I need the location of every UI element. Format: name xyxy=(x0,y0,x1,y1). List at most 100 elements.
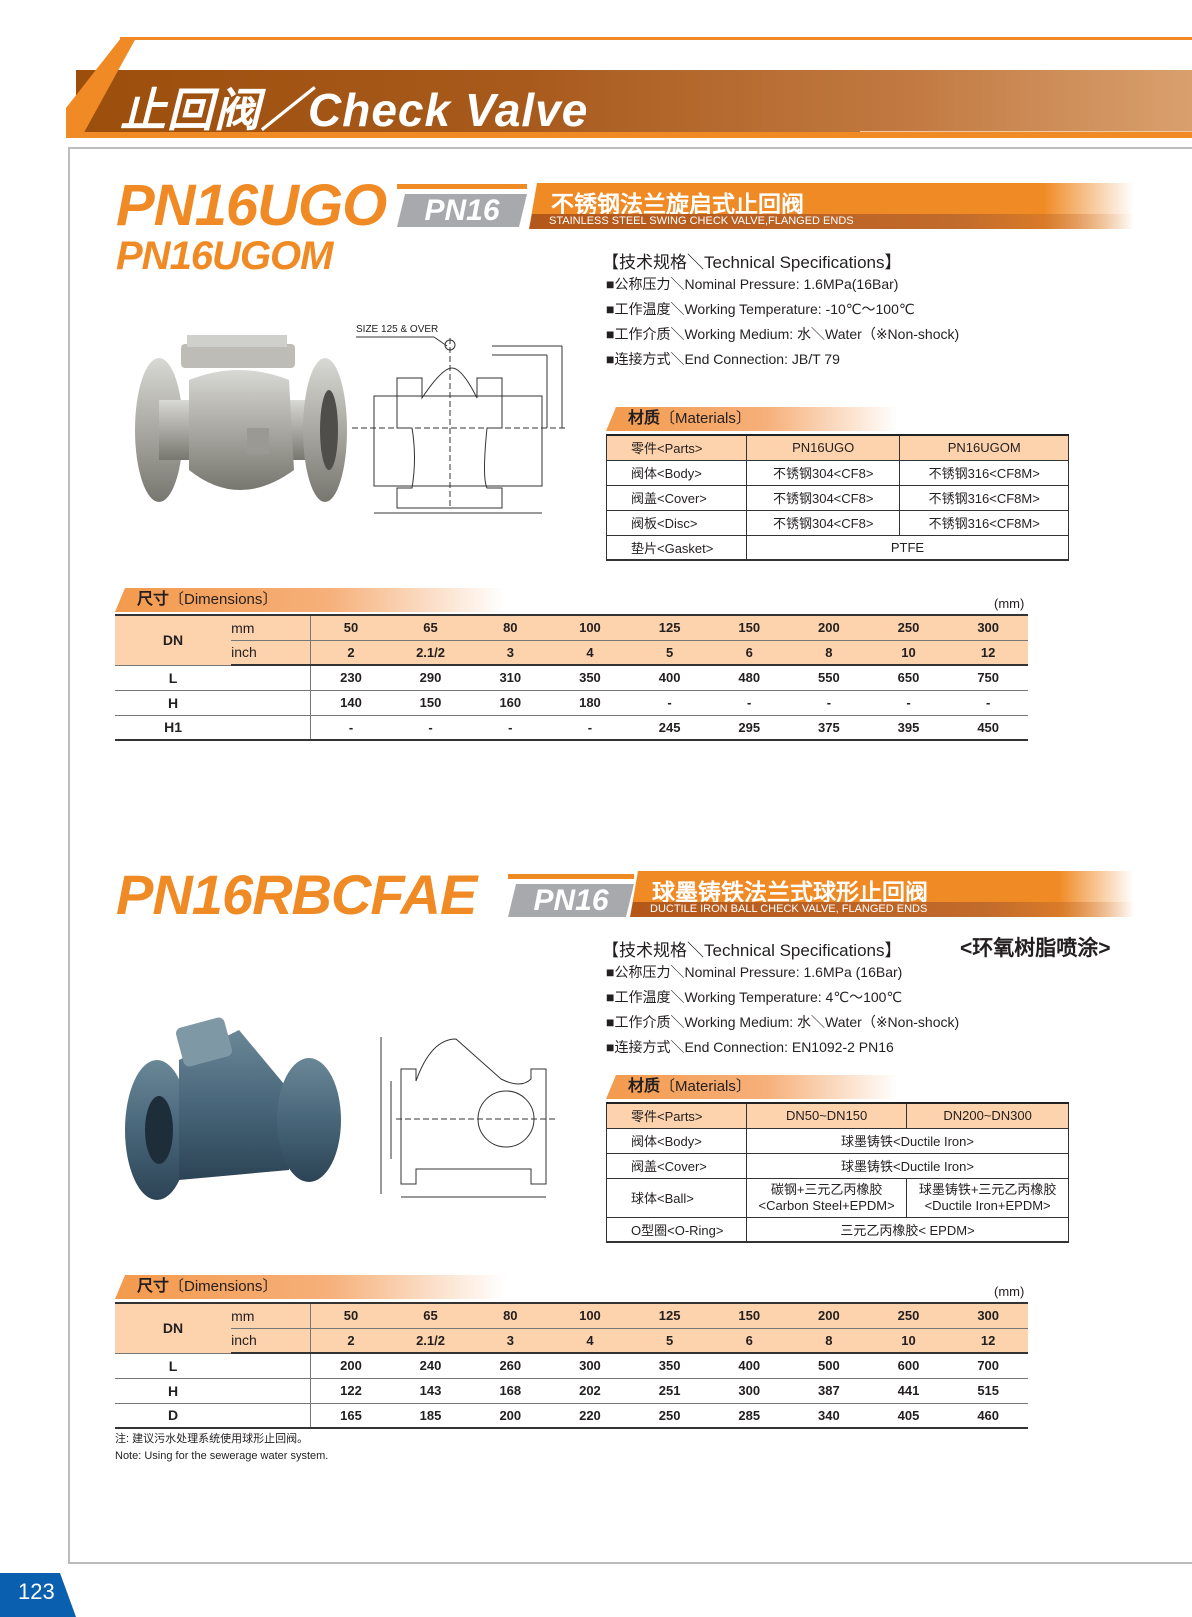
spec-item: ■连接方式＼End Connection: EN1092-2 PN16 xyxy=(606,1039,894,1055)
dn-mm-cell: 50 xyxy=(310,614,391,641)
spec-item: ■公称压力＼Nominal Pressure: 1.6MPa (16Bar) xyxy=(606,964,903,980)
dimension-cell: 295 xyxy=(709,715,790,741)
product1-title-en: STAINLESS STEEL SWING CHECK VALVE,FLANGE… xyxy=(529,214,1134,229)
table-row: 球体<Ball> 碳钢+三元乙丙橡胶 <Carbon Steel+EPDM> 球墨铸铁… xyxy=(606,1177,1069,1218)
table-row: 零件<Parts> DN50~DN150 DN200~DN300 xyxy=(606,1102,1069,1129)
swing-check-valve-photo xyxy=(135,335,347,502)
dn-inch-cell: 10 xyxy=(868,640,949,666)
dn-inch-cell: 4 xyxy=(550,1328,630,1354)
dn-mm-cell: 300 xyxy=(948,1302,1028,1329)
table-row: inch 2 2.1/2 3 4 5 6 8 10 12 xyxy=(115,1328,1028,1354)
table-row: L 200 240 260 300 350 400 500 600 700 xyxy=(115,1353,1028,1379)
table-row: 垫片<Gasket> PTFE xyxy=(606,534,1069,561)
product2-specs-title: 【技术规格＼Technical Specifications】 xyxy=(602,941,902,960)
dn-mm-cell: 80 xyxy=(470,614,551,641)
dn-mm-cell: 80 xyxy=(470,1302,551,1329)
product1-dimensions-table: DN mm 50 65 80 100 125 150 200 250 300 inch 2 2.1/2 3 4… xyxy=(115,614,1028,741)
product1-title-cn: 不锈钢法兰旋启式止回阀 xyxy=(551,191,804,217)
dimension-cell: - xyxy=(550,715,630,741)
dn-mm-cell: 65 xyxy=(390,1302,471,1329)
dimension-cell: 310 xyxy=(470,665,551,691)
product1-specs-title: 【技术规格＼Technical Specifications】 xyxy=(602,253,902,272)
dimension-cell: 143 xyxy=(390,1378,471,1404)
dimension-cell: 350 xyxy=(550,665,630,691)
header-banner-rule xyxy=(860,131,1192,132)
table-row: D 165 185 200 220 250 285 340 405 460 xyxy=(115,1403,1028,1429)
table-row: H 122 143 168 202 251 300 387 441 515 xyxy=(115,1378,1028,1404)
dn-mm-cell: 150 xyxy=(709,1302,790,1329)
header-top-line xyxy=(120,37,1192,40)
dn-mm-cell: 65 xyxy=(390,614,471,641)
product1-materials-table: 零件<Parts> PN16UGO PN16UGOM 阀体<Body> 不锈钢304<… xyxy=(606,434,1069,561)
spec-item: ■工作介质＼Working Medium: 水＼Water（※Non-shock… xyxy=(606,1014,960,1030)
dimension-cell: 140 xyxy=(310,690,391,716)
page-number: 123 xyxy=(0,1573,76,1617)
product2-title-en: DUCTILE IRON BALL CHECK VALVE, FLANGED E… xyxy=(630,902,1134,917)
product2-unit: (mm) xyxy=(994,1284,1025,1299)
dimension-cell: 600 xyxy=(868,1353,949,1379)
product2-specs: ■公称压力＼Nominal Pressure: 1.6MPa (16Bar) ■… xyxy=(606,960,959,1060)
table-row: L 230 290 310 350 400 480 550 650 750 xyxy=(115,665,1028,691)
dn-inch-cell: 2 xyxy=(310,1328,391,1354)
product1-materials-label: 材质〔Materials〕 xyxy=(606,407,898,431)
product2-title-band: 球墨铸铁法兰式球形止回阀 DUCTILE IRON BALL CHECK VAL… xyxy=(630,871,1134,917)
dn-inch-cell: 10 xyxy=(868,1328,949,1354)
dimension-cell: 460 xyxy=(948,1403,1028,1429)
dn-inch-cell: 8 xyxy=(789,1328,869,1354)
dn-mm-cell: 250 xyxy=(868,614,949,641)
dimension-cell: - xyxy=(310,715,391,741)
drawing-note: SIZE 125 & OVER xyxy=(356,324,439,335)
dimension-cell: 400 xyxy=(629,665,710,691)
dn-mm-cell: 125 xyxy=(629,1302,710,1329)
spec-item: ■工作介质＼Working Medium: 水＼Water（※Non-shock… xyxy=(606,326,960,342)
table-row: DN mm 50 65 80 100 125 150 200 250 300 xyxy=(115,1302,1028,1354)
dimension-cell: 220 xyxy=(550,1403,630,1429)
dimension-cell: - xyxy=(948,690,1028,716)
table-row: 阀盖<Cover> 球墨铸铁<Ductile Iron> xyxy=(606,1152,1069,1179)
dimension-cell: 300 xyxy=(550,1353,630,1379)
content-frame xyxy=(68,147,1192,1564)
dimension-cell: 250 xyxy=(629,1403,710,1429)
dimension-cell: 700 xyxy=(948,1353,1028,1379)
dn-inch-cell: 3 xyxy=(470,1328,551,1354)
header-banner-underline xyxy=(66,132,1192,138)
spec-item: ■工作温度＼Working Temperature: -10℃～100℃ xyxy=(606,301,915,317)
dimension-cell: - xyxy=(470,715,551,741)
product1-model: PN16UGO xyxy=(116,173,387,238)
dimension-cell: 251 xyxy=(629,1378,710,1404)
dn-inch-cell: 5 xyxy=(629,1328,710,1354)
note-en: Note: Using for the sewerage water syste… xyxy=(115,1450,329,1462)
dimension-cell: 515 xyxy=(948,1378,1028,1404)
product2-materials-label: 材质〔Materials〕 xyxy=(606,1075,898,1099)
dn-inch-cell: 5 xyxy=(629,640,710,666)
dimension-cell: 405 xyxy=(868,1403,949,1429)
dimension-cell: 150 xyxy=(390,690,471,716)
dn-mm-cell: 100 xyxy=(550,1302,630,1329)
dimension-cell: 500 xyxy=(789,1353,869,1379)
dimension-cell: 450 xyxy=(948,715,1028,741)
product1-unit: (mm) xyxy=(994,596,1025,611)
note-cn: 注: 建议污水处理系统使用球形止回阀。 xyxy=(115,1433,309,1445)
table-row: 阀板<Disc> 不锈钢304<CF8> 不锈钢316<CF8M> xyxy=(606,509,1069,536)
dn-mm-cell: 200 xyxy=(789,1302,869,1329)
dimension-cell: 750 xyxy=(948,665,1028,691)
product1-specs: ■公称压力＼Nominal Pressure: 1.6MPa(16Bar) ■工… xyxy=(606,272,959,372)
dn-mm-cell: 150 xyxy=(709,614,790,641)
dimension-cell: 185 xyxy=(390,1403,471,1429)
dimension-cell: 290 xyxy=(390,665,471,691)
dimension-cell: 400 xyxy=(709,1353,790,1379)
table-row: O型圈<O-Ring> 三元乙丙橡胶< EPDM> xyxy=(606,1216,1069,1243)
product1-title-band: 不锈钢法兰旋启式止回阀 STAINLESS STEEL SWING CHECK … xyxy=(529,183,1134,229)
product2-coating: <环氧树脂喷涂> xyxy=(960,937,1111,960)
product2-dimensions-label: 尺寸〔Dimensions〕 xyxy=(115,1275,505,1299)
product2-materials-table: 零件<Parts> DN50~DN150 DN200~DN300 阀体<Body> 球… xyxy=(606,1102,1069,1243)
dimension-cell: - xyxy=(709,690,790,716)
dn-inch-cell: 8 xyxy=(789,640,869,666)
spec-item: ■公称压力＼Nominal Pressure: 1.6MPa(16Bar) xyxy=(606,276,899,292)
spec-item: ■连接方式＼End Connection: JB/T 79 xyxy=(606,351,840,367)
dimension-cell: 375 xyxy=(789,715,869,741)
dn-inch-cell: 3 xyxy=(470,640,551,666)
dn-mm-cell: 300 xyxy=(948,614,1028,641)
product1-model-2: PN16UGOM xyxy=(116,234,333,278)
dn-inch-cell: 2.1/2 xyxy=(390,640,471,666)
